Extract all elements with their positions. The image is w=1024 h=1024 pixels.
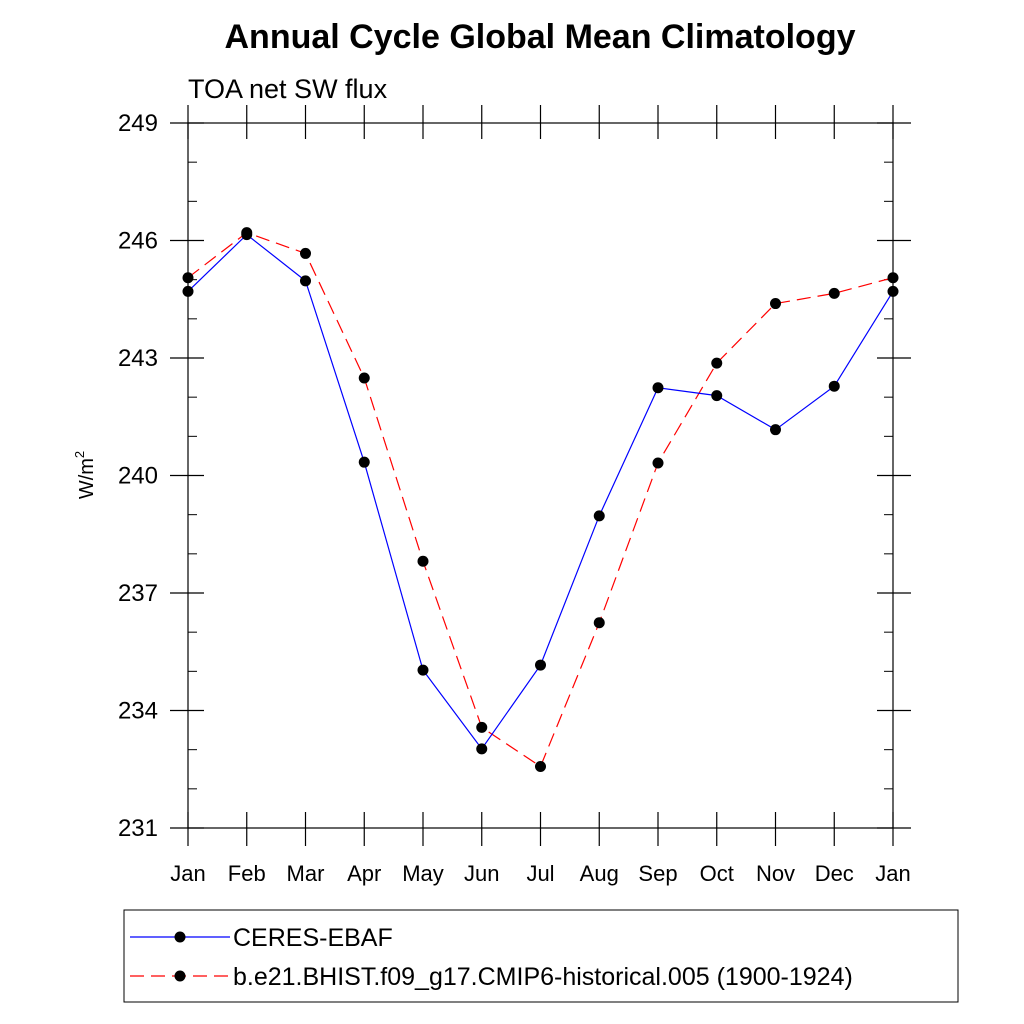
x-tick-label: Dec — [815, 861, 854, 886]
series-1-point — [300, 247, 311, 259]
series-0-point — [182, 285, 194, 297]
plot-area: 231 234 237 240 243 246 249 Jan Feb Mar Apr May Jun J… — [118, 105, 911, 886]
series-1-point — [476, 721, 488, 733]
series-1-point — [828, 287, 840, 299]
series-1-point — [182, 272, 194, 284]
x-tick-label: Apr — [347, 861, 381, 886]
series-0-point — [711, 390, 723, 402]
legend-label-0: CERES-EBAF — [233, 924, 393, 952]
x-tick-label: Jun — [464, 861, 499, 886]
x-tick-label: Oct — [700, 861, 734, 886]
chart-subtitle: TOA net SW flux — [188, 74, 388, 104]
series-1-point — [652, 457, 664, 469]
chart-title: Annual Cycle Global Mean Climatology — [225, 18, 856, 56]
series-0-point — [828, 380, 840, 392]
series-1-point — [593, 617, 605, 629]
y-tick-label: 249 — [118, 110, 158, 137]
series-0-point — [770, 424, 781, 436]
series-0-point — [241, 229, 253, 241]
y-axis-label-text: W/m — [76, 458, 98, 499]
legend-label-1: b.e21.BHIST.f09_g17.CMIP6-historical.005… — [233, 963, 853, 991]
series-0-point — [417, 664, 429, 676]
x-tick-label: Feb — [228, 861, 266, 886]
y-axis-label: W/m2 — [72, 451, 98, 499]
series-0-point — [358, 456, 370, 468]
x-tick-label: Jul — [526, 861, 554, 886]
series-line-1 — [187, 231, 894, 768]
y-tick-label: 231 — [118, 815, 158, 842]
series-1-point — [535, 761, 546, 773]
series-1-point — [770, 298, 781, 310]
series-0-point — [593, 510, 605, 522]
series-1-point — [358, 372, 370, 384]
x-tick-label: Mar — [287, 861, 325, 886]
series-1-point — [417, 555, 429, 567]
legend-box — [123, 909, 959, 1003]
series-1-point — [711, 357, 723, 369]
x-tick-label: Sep — [638, 861, 677, 886]
series-0-point — [652, 382, 664, 394]
x-tick-label: Jan — [875, 861, 910, 886]
x-tick-label: May — [402, 861, 444, 886]
y-tick-label: 246 — [118, 228, 158, 255]
legend-marker-1 — [174, 970, 186, 982]
legend: CERES-EBAF b.e21.BHIST.f09_g17.CMIP6-hist… — [123, 909, 959, 1003]
series-0-point — [300, 275, 311, 287]
y-tick-label: 234 — [118, 698, 158, 725]
x-tick-label: Nov — [756, 861, 795, 886]
y-axis-label-superscript: 2 — [72, 451, 87, 458]
series-0-point — [887, 285, 899, 297]
series-0-point — [535, 659, 546, 671]
legend-marker-0 — [174, 931, 186, 943]
y-tick-label: 243 — [118, 345, 158, 372]
series-line-0 — [187, 233, 894, 750]
x-tick-label: Aug — [580, 861, 619, 886]
x-tick-label: Jan — [170, 861, 205, 886]
plot-frame — [187, 122, 894, 829]
y-tick-label: 240 — [118, 463, 158, 490]
y-tick-label: 237 — [118, 580, 158, 607]
series-1-point — [887, 272, 899, 284]
series-0-point — [476, 743, 488, 755]
